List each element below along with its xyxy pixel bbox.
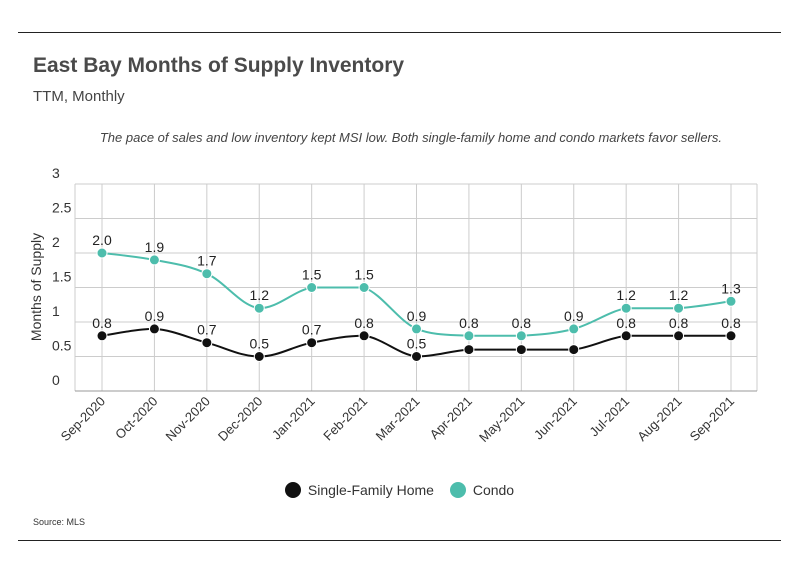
data-point-condo xyxy=(358,282,370,293)
data-label-condo: 1.5 xyxy=(354,267,374,283)
top-rule xyxy=(18,32,781,33)
y-axis-title: Months of Supply xyxy=(28,233,44,341)
data-point-single-family xyxy=(515,344,527,356)
chart-title: East Bay Months of Supply Inventory xyxy=(33,54,405,77)
y-tick-label: 2.5 xyxy=(52,200,72,216)
data-point-single-family xyxy=(201,337,213,349)
legend-label-condo: Condo xyxy=(472,482,515,498)
data-label-condo: 2.0 xyxy=(92,232,112,248)
data-label-condo: 0.8 xyxy=(512,315,532,331)
y-tick-label: 0.5 xyxy=(52,338,72,354)
x-tick-label: Feb-2021 xyxy=(320,394,370,444)
line-chart: 0 0.5 1 1.5 2 2.5 3 Months of Supply Sep-2020 Oct… xyxy=(28,165,758,445)
x-tick-label: Jun-2021 xyxy=(531,394,580,443)
legend-item-single-family[interactable]: Single-Family Home xyxy=(284,482,434,498)
x-tick-label: May-2021 xyxy=(476,394,527,445)
y-tick-label: 2 xyxy=(52,234,60,250)
data-point-condo xyxy=(96,247,108,259)
legend: Single-Family Home Condo xyxy=(0,482,799,501)
x-tick-label: Mar-2021 xyxy=(373,394,423,444)
data-point-single-family xyxy=(358,330,370,342)
data-label-condo: 1.7 xyxy=(197,253,217,269)
x-tick-label: Jan-2021 xyxy=(269,394,318,443)
data-point-condo xyxy=(515,330,527,342)
data-point-single-family xyxy=(463,344,475,356)
y-tick-label: 1 xyxy=(52,303,60,319)
data-point-single-family xyxy=(725,330,737,342)
data-label-single-family: 0.5 xyxy=(250,336,270,352)
data-label-condo: 1.9 xyxy=(145,239,165,255)
x-tick-label: Sep-2021 xyxy=(687,394,737,444)
chart-annotation: The pace of sales and low inventory kept… xyxy=(99,130,722,145)
data-label-single-family: 0.7 xyxy=(197,322,217,338)
data-point-condo xyxy=(463,330,475,342)
data-label-condo: 1.3 xyxy=(721,280,741,296)
legend-swatch-condo xyxy=(449,482,466,498)
data-point-single-family xyxy=(148,323,160,335)
legend-label-single-family: Single-Family Home xyxy=(307,482,434,498)
data-point-condo xyxy=(725,295,737,307)
legend-swatch-single-family xyxy=(284,482,301,498)
data-label-single-family: 0.7 xyxy=(302,322,322,338)
data-point-single-family xyxy=(411,351,422,362)
data-label-condo: 0.9 xyxy=(564,308,584,324)
x-tick-label: Sep-2020 xyxy=(58,394,108,444)
data-point-single-family xyxy=(620,330,632,342)
data-label-condo: 1.2 xyxy=(250,287,270,303)
data-label-single-family: 0.8 xyxy=(92,315,112,331)
data-point-condo xyxy=(148,254,160,266)
data-label-condo: 1.5 xyxy=(302,267,322,283)
data-point-condo xyxy=(673,302,685,314)
y-tick-label: 0 xyxy=(52,372,60,388)
data-label-condo: 1.2 xyxy=(616,287,636,303)
chart-subtitle: TTM, Monthly xyxy=(33,88,125,105)
data-point-single-family xyxy=(96,330,108,342)
y-tick-label: 3 xyxy=(52,165,60,181)
data-point-condo xyxy=(411,323,422,335)
data-label-condo: 0.8 xyxy=(459,315,479,331)
data-point-condo xyxy=(568,323,580,335)
y-tick-label: 1.5 xyxy=(52,269,72,285)
data-label-single-family: 0.8 xyxy=(354,315,374,331)
bottom-rule xyxy=(18,540,781,541)
data-point-condo xyxy=(306,282,318,293)
x-tick-label: Dec-2020 xyxy=(215,394,265,444)
x-tick-label: Aug-2021 xyxy=(634,394,684,444)
data-label-single-family: 0.8 xyxy=(616,315,636,331)
source-note: Source: MLS xyxy=(33,517,86,527)
data-point-condo xyxy=(253,302,265,314)
data-point-single-family xyxy=(253,351,265,362)
legend-item-condo[interactable]: Condo xyxy=(449,482,515,498)
x-tick-label: Apr-2021 xyxy=(427,394,475,442)
data-point-single-family xyxy=(673,330,685,342)
data-label-single-family: 0.8 xyxy=(721,315,741,331)
data-label-single-family: 0.5 xyxy=(407,336,427,352)
data-point-single-family xyxy=(568,344,580,356)
data-label-condo: 1.2 xyxy=(669,287,689,303)
data-label-single-family: 0.8 xyxy=(669,315,689,331)
x-tick-label: Jul-2021 xyxy=(586,394,632,440)
data-point-condo xyxy=(620,302,632,314)
data-point-condo xyxy=(201,268,213,280)
x-tick-label: Nov-2020 xyxy=(162,394,212,444)
x-tick-label: Oct-2020 xyxy=(112,394,160,442)
data-label-condo: 0.9 xyxy=(407,308,427,324)
data-point-single-family xyxy=(306,337,318,349)
data-label-single-family: 0.9 xyxy=(145,308,165,324)
